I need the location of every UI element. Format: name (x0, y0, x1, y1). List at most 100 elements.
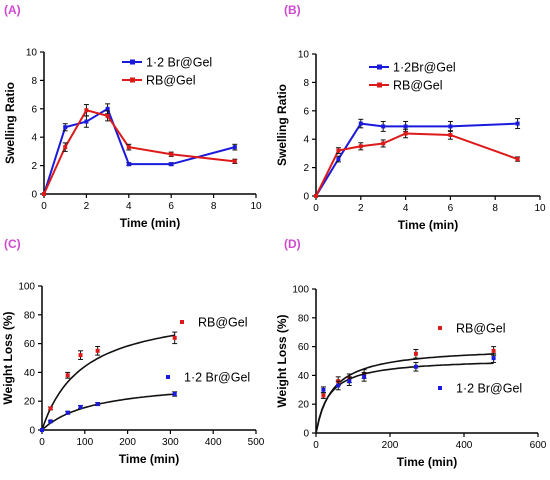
series-line (315, 132, 518, 197)
legend-marker (377, 82, 382, 88)
panel-label: (A) (4, 3, 21, 17)
data-point (321, 393, 326, 398)
series-0 (314, 118, 521, 198)
data-point (448, 124, 453, 129)
data-point (42, 192, 46, 196)
data-point (515, 121, 520, 126)
legend-label: RB@Gel (393, 79, 443, 93)
y-tick-label: 6 (31, 104, 37, 115)
x-tick-label: 10 (250, 201, 262, 212)
data-point (95, 402, 100, 407)
chart-panel-2: (C) 0 100 200 300 400 500 0 20 40 60 80 100 Time (min… (1, 237, 265, 466)
data-point (65, 373, 70, 378)
data-point (403, 131, 408, 136)
fit-curve (41, 334, 175, 431)
y-axis-title: Swelling Ratio (275, 84, 289, 166)
data-point (40, 428, 44, 432)
data-point (381, 124, 386, 129)
data-point (358, 121, 363, 126)
y-tick-label: 60 (298, 342, 310, 353)
x-tick-label: 400 (205, 437, 222, 448)
data-point (48, 419, 53, 424)
legend-marker (130, 59, 135, 65)
chart-panel-1: (B) 0 2 4 6 8 10 0 2 4 6 8 10 Time (min) Swelling Rati… (275, 3, 546, 232)
x-tick-label: 0 (313, 203, 319, 214)
x-tick-label: 0 (41, 201, 47, 212)
y-tick-label: 20 (24, 397, 36, 408)
chart-panel-0: (A) 0 2 4 6 8 10 0 2 4 6 8 10 Time (min) Swelling Rati… (3, 3, 262, 230)
data-point (126, 145, 131, 150)
y-axis-title: Weight Loss (%) (1, 311, 15, 404)
legend-label: 1·2 Br@Gel (146, 56, 212, 70)
y-tick-label: 10 (26, 48, 38, 59)
data-point (314, 194, 318, 198)
y-tick-label: 8 (303, 78, 309, 89)
legend-marker (438, 326, 442, 330)
data-point (336, 157, 341, 162)
series-line (43, 107, 236, 195)
fit-curve (315, 362, 494, 434)
y-axis-title: Swelling Ratio (3, 82, 17, 164)
data-point (65, 410, 70, 415)
data-point (232, 145, 237, 150)
legend-label: 1·2Br@Gel (393, 61, 456, 75)
y-tick-label: 40 (298, 371, 310, 382)
legend-label: RB@Gel (198, 316, 248, 330)
y-tick-label: 100 (18, 282, 35, 293)
y-tick-label: 100 (292, 285, 309, 296)
y-tick-label: 80 (298, 313, 310, 324)
x-tick-label: 100 (76, 437, 93, 448)
x-tick-label: 6 (168, 201, 174, 212)
x-axis-title: Time (min) (397, 455, 457, 469)
x-tick-label: 200 (119, 437, 136, 448)
data-point (403, 124, 408, 129)
y-tick-label: 6 (303, 106, 309, 117)
data-point (169, 162, 174, 167)
y-tick-label: 0 (303, 429, 309, 440)
data-point (78, 404, 83, 409)
y-tick-label: 60 (24, 339, 36, 350)
y-axis-title: Weight Loss (%) (275, 314, 289, 407)
y-tick-label: 80 (24, 310, 36, 321)
data-point (172, 392, 177, 396)
y-tick-label: 0 (31, 190, 37, 201)
series-line (43, 109, 235, 195)
panel-label: (C) (4, 237, 21, 251)
x-axis-title: Time (min) (120, 216, 180, 230)
x-tick-label: 10 (534, 203, 546, 214)
y-tick-label: 4 (303, 135, 309, 146)
x-axis-title: Time (min) (119, 452, 179, 466)
x-axis-title: Time (min) (398, 218, 458, 232)
series-1 (42, 104, 238, 196)
data-point (381, 141, 386, 146)
data-point (63, 125, 68, 130)
y-tick-label: 8 (31, 76, 37, 87)
x-tick-label: 300 (162, 437, 179, 448)
panel-label: (B) (284, 3, 301, 17)
legend-label: 1·2 Br@Gel (184, 371, 250, 385)
data-point (448, 132, 453, 137)
data-point (491, 356, 496, 361)
fit-curve (315, 353, 494, 434)
data-point (172, 335, 177, 340)
series-1 (315, 353, 497, 434)
y-tick-label: 10 (298, 50, 310, 61)
data-point (84, 108, 89, 113)
data-point (515, 157, 520, 162)
data-point (321, 387, 326, 392)
legend-marker (377, 64, 382, 70)
y-tick-label: 20 (298, 400, 310, 411)
data-point (95, 348, 100, 353)
data-point (491, 348, 496, 353)
x-tick-label: 400 (456, 440, 473, 451)
legend-marker (180, 320, 184, 324)
y-tick-label: 2 (31, 161, 37, 172)
legend-marker (130, 77, 135, 83)
data-point (105, 106, 110, 111)
x-tick-label: 500 (248, 437, 265, 448)
x-tick-label: 4 (126, 201, 132, 212)
data-point (362, 374, 367, 379)
series-1 (40, 391, 178, 432)
legend-marker (438, 386, 442, 390)
